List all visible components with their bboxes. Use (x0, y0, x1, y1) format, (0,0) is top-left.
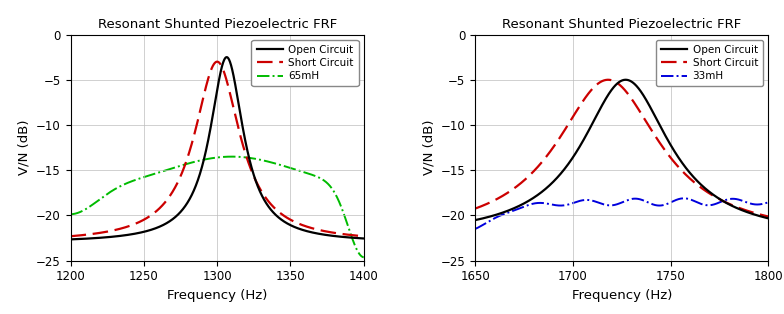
Open Circuit (485, 215, 495, 219)
Y-axis label: V/N (dB): V/N (dB) (17, 120, 31, 175)
65mH (350, 245, 360, 248)
Line: Short Circuit: Short Circuit (475, 80, 768, 217)
X-axis label: Frequency (Hz): Frequency (Hz) (167, 289, 267, 302)
Open Circuit (81, 237, 90, 241)
Open Circuit (350, 236, 360, 240)
65mH (350, 244, 360, 248)
Line: Open Circuit: Open Circuit (71, 57, 364, 239)
Line: 65mH: 65mH (71, 157, 364, 257)
65mH (66, 213, 75, 216)
Short Circuit (764, 215, 773, 219)
Short Circuit (755, 213, 764, 216)
Open Circuit (350, 236, 360, 240)
Open Circuit (613, 81, 622, 85)
33mH (470, 227, 480, 231)
65mH (359, 255, 368, 259)
Line: 33mH: 33mH (475, 198, 768, 229)
Open Circuit (702, 187, 711, 191)
Open Circuit (359, 236, 368, 240)
33mH (764, 200, 773, 204)
Short Circuit (613, 82, 622, 85)
Open Circuit (201, 152, 210, 155)
X-axis label: Frequency (Hz): Frequency (Hz) (572, 289, 672, 302)
Short Circuit (81, 233, 90, 237)
33mH (702, 203, 711, 207)
Short Circuit (66, 234, 75, 238)
Short Circuit (212, 60, 222, 63)
Line: Open Circuit: Open Circuit (475, 80, 768, 220)
Title: Resonant Shunted Piezoelectric FRF: Resonant Shunted Piezoelectric FRF (502, 18, 742, 30)
65mH (209, 156, 218, 160)
Short Circuit (350, 234, 360, 237)
Open Circuit (605, 90, 615, 94)
33mH (485, 219, 495, 223)
33mH (755, 203, 764, 206)
65mH (201, 158, 210, 161)
Open Circuit (66, 237, 75, 241)
Short Circuit (605, 78, 615, 82)
Line: Short Circuit: Short Circuit (71, 62, 364, 236)
Y-axis label: V/N (dB): V/N (dB) (422, 120, 435, 175)
Short Circuit (604, 78, 613, 82)
65mH (81, 207, 90, 211)
Title: Resonant Shunted Piezoelectric FRF: Resonant Shunted Piezoelectric FRF (97, 18, 337, 30)
Short Circuit (755, 213, 764, 216)
65mH (297, 170, 307, 173)
33mH (605, 203, 615, 207)
Open Circuit (621, 78, 630, 82)
Open Circuit (755, 214, 764, 218)
Open Circuit (755, 214, 764, 218)
Open Circuit (764, 216, 773, 220)
Short Circuit (201, 87, 210, 91)
65mH (227, 155, 237, 159)
Short Circuit (470, 207, 480, 210)
Legend: Open Circuit, Short Circuit, 65mH: Open Circuit, Short Circuit, 65mH (252, 40, 358, 86)
33mH (679, 197, 688, 200)
33mH (613, 202, 622, 206)
33mH (755, 203, 764, 206)
Open Circuit (470, 218, 480, 222)
Short Circuit (297, 223, 307, 227)
Short Circuit (350, 234, 360, 237)
Legend: Open Circuit, Short Circuit, 33mH: Open Circuit, Short Circuit, 33mH (656, 40, 763, 86)
Short Circuit (485, 201, 495, 204)
Short Circuit (209, 63, 218, 67)
Short Circuit (702, 189, 711, 193)
Open Circuit (222, 55, 231, 59)
Short Circuit (359, 234, 368, 238)
Open Circuit (297, 228, 307, 231)
Open Circuit (209, 111, 218, 115)
